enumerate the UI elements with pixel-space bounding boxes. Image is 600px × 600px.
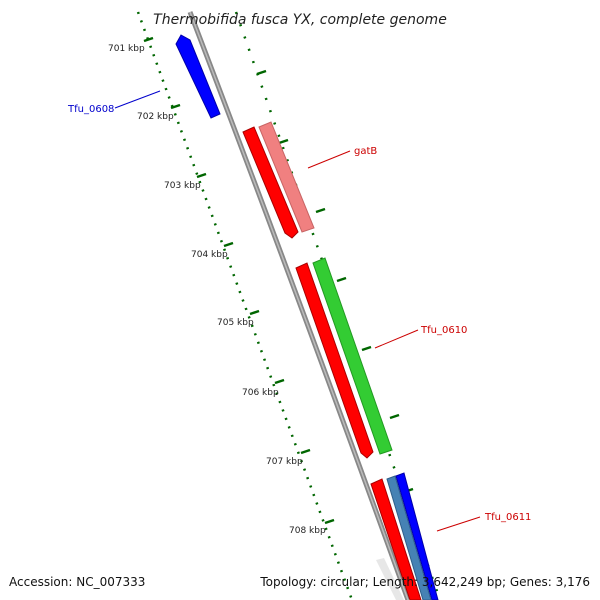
tick-label: 704 kbp [191, 250, 228, 260]
tick-label: 707 kbp [266, 457, 303, 467]
label-leaders [114, 90, 481, 532]
tick-label: 701 kbp [108, 44, 145, 54]
tick-label: 708 kbp [289, 526, 326, 536]
tick-label: 703 kbp [164, 181, 201, 191]
gene-tfu-0610[interactable] [295, 262, 374, 459]
track-tfu-0611-light [376, 558, 404, 600]
genome-summary-text: Topology: circular; Length: 3,642,249 bp… [259, 575, 590, 589]
gene-label-tfu-0610[interactable]: Tfu_0610 [420, 325, 467, 336]
track-tfu-0610-green [312, 257, 393, 455]
track-tfu-0611-blue [395, 472, 439, 600]
inner-major-ticks [256, 69, 414, 494]
gene-tfu-0611[interactable] [370, 478, 422, 600]
accession-text: Accession: NC_007333 [9, 575, 145, 589]
gene-labels: Tfu_0608 gatB Tfu_0610 Tfu_0611 [67, 104, 531, 523]
gene-label-gatb[interactable]: gatB [354, 146, 377, 157]
tick-label: 702 kbp [137, 112, 174, 122]
genome-backbone [187, 11, 411, 600]
track-tfu-0611-steel [386, 475, 432, 600]
tick-label: 706 kbp [242, 388, 279, 398]
gene-tfu-0608[interactable] [175, 34, 221, 119]
major-ticks [143, 36, 335, 525]
gene-label-tfu-0608[interactable]: Tfu_0608 [67, 104, 114, 115]
tick-labels: 701 kbp 702 kbp 703 kbp 704 kbp 705 kbp … [108, 44, 326, 536]
tick-label: 705 kbp [217, 318, 254, 328]
map-title: Thermobifida fusca YX, complete genome [153, 12, 447, 28]
gene-label-tfu-0611[interactable]: Tfu_0611 [484, 512, 531, 523]
gene-gatb[interactable] [242, 126, 299, 239]
track-gatb-pink [258, 121, 315, 233]
